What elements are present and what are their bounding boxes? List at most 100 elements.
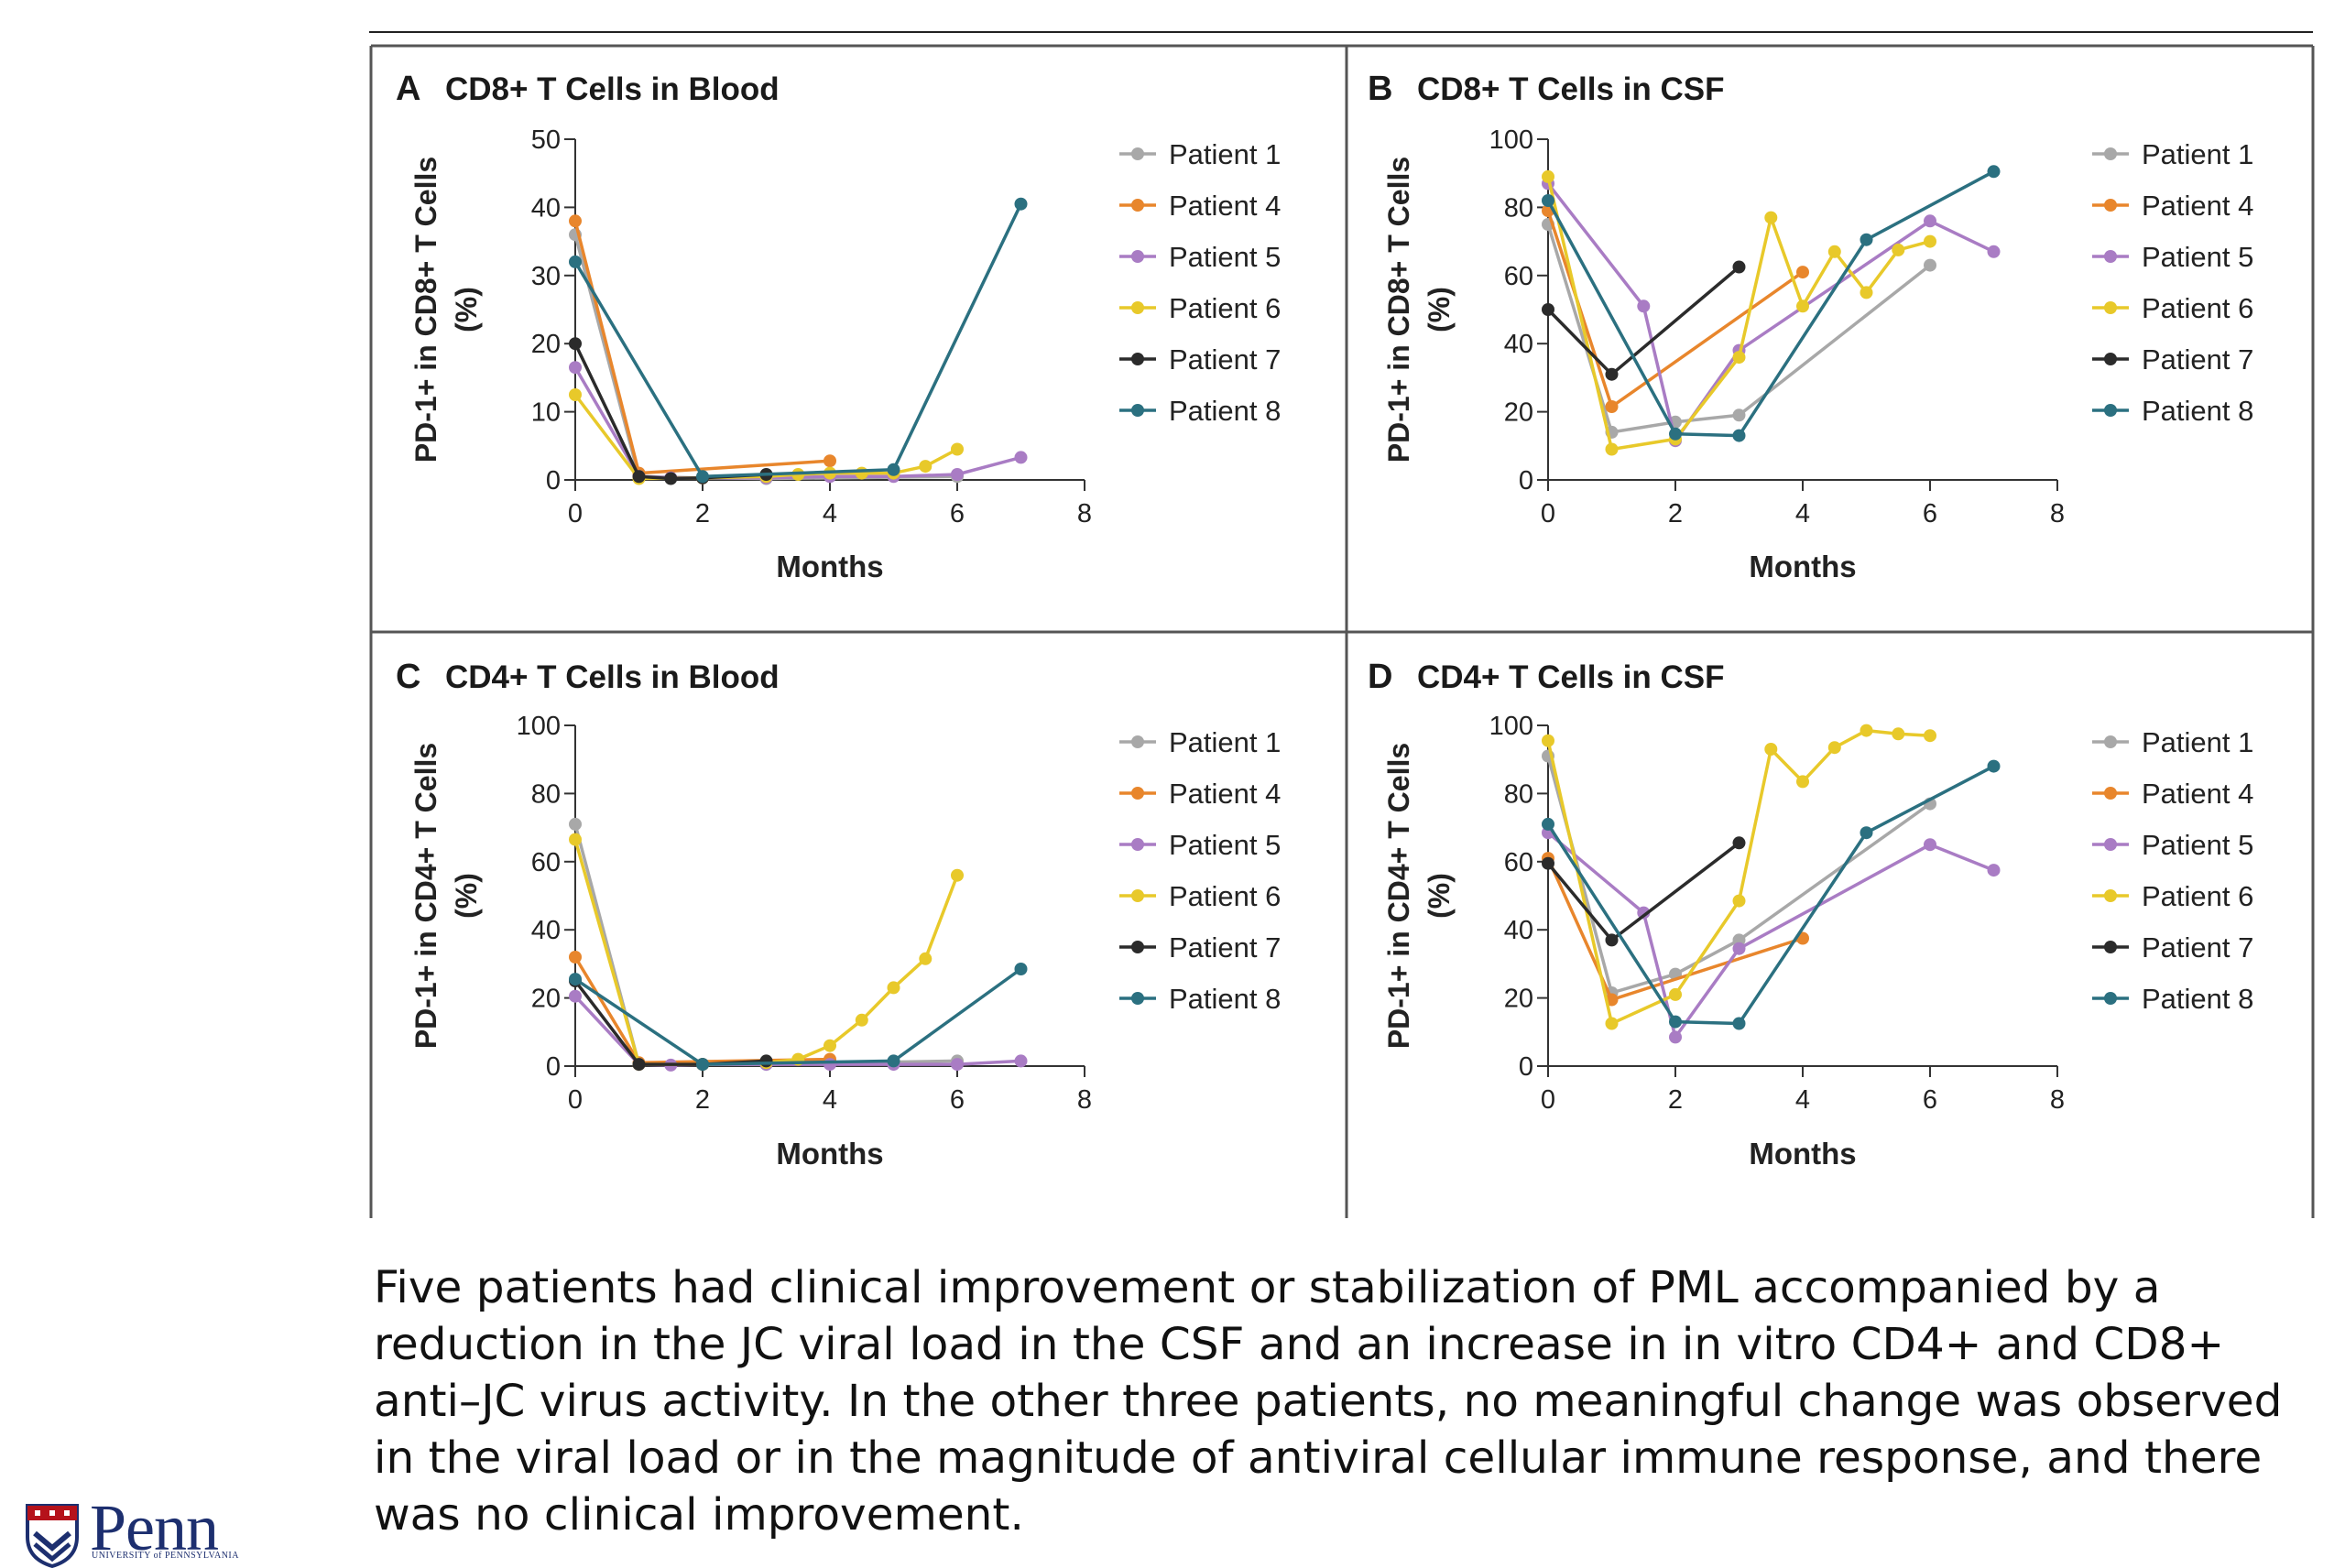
- panel-c-legend-marker-patient-4: [1131, 787, 1144, 800]
- panel-d-point-patient-7: [1542, 856, 1554, 870]
- panel-b-point-patient-6: [1542, 169, 1554, 183]
- panel-d-point-patient-5: [1924, 838, 1936, 852]
- panel-b-ytick-label: 100: [1489, 125, 1533, 155]
- figure-caption: Five patients had clinical improvement o…: [374, 1262, 2283, 1541]
- panel-c-legend-marker-patient-7: [1131, 941, 1144, 953]
- panel-c-point-patient-5: [569, 989, 582, 1003]
- panel-d-ytick-label: 100: [1489, 712, 1533, 741]
- panel-b-legend-marker-patient-4: [2104, 199, 2117, 212]
- panel-d-point-patient-8: [1987, 759, 2001, 773]
- panel-c-point-patient-7: [632, 1058, 646, 1072]
- panel-c-xtick-label: 2: [695, 1085, 710, 1115]
- panel-c-ylabel-unit: (%): [450, 873, 483, 919]
- panel-b-point-patient-4: [1796, 266, 1809, 279]
- panel-c-xtick-label: 6: [950, 1085, 965, 1115]
- panel-a-point-patient-6: [919, 460, 933, 474]
- panel-c-point-patient-8: [1014, 963, 1028, 975]
- panel-b-xtick-label: 2: [1668, 499, 1683, 528]
- panel-d-point-patient-6: [1924, 729, 1936, 743]
- panel-d-point-patient-5: [1987, 864, 2001, 877]
- panel-b-line-patient-6: [1546, 176, 1931, 452]
- panel-d-point-patient-6: [1860, 724, 1873, 737]
- panel-b-ytick-label: 40: [1504, 330, 1533, 359]
- panel-c-xtick-label: 0: [568, 1085, 583, 1115]
- panel-a-ytick-label: 20: [531, 330, 561, 359]
- panel-a-point-patient-6: [569, 388, 582, 401]
- panel-b-legend-label-patient-4: Patient 4: [2142, 190, 2253, 222]
- panel-c-point-patient-6: [919, 952, 933, 965]
- panel-d-point-patient-6: [1605, 1017, 1619, 1030]
- panel-c-point-patient-5: [823, 1058, 836, 1072]
- penn-shield-icon: [26, 1504, 79, 1568]
- panel-d-title: CD4+ T Cells in CSF: [1417, 659, 1725, 695]
- panel-b-ytick-label: 80: [1504, 193, 1533, 223]
- panel-b-point-patient-8: [1987, 165, 2001, 179]
- panel-a-xtick-label: 4: [823, 499, 837, 528]
- panel-d-ylabel: PD-1+ in CD4+ T Cells: [1382, 743, 1415, 1049]
- panel-a-ylabel-unit: (%): [450, 287, 483, 332]
- panel-a-legend-label-patient-6: Patient 6: [1169, 292, 1281, 324]
- panel-c-point-patient-6: [887, 981, 900, 995]
- panel-a-xtick-label: 0: [568, 499, 583, 528]
- panel-b-legend-marker-patient-7: [2104, 353, 2117, 365]
- panel-b-point-patient-8: [1542, 194, 1554, 207]
- panel-a-point-patient-8: [696, 470, 709, 484]
- panel-d-point-patient-6: [1796, 775, 1809, 789]
- panel-a-point-patient-7: [664, 472, 678, 485]
- panel-b-point-patient-4: [1605, 400, 1619, 413]
- panel-d-xlabel: Months: [1749, 1137, 1856, 1171]
- panel-c-line-patient-8: [574, 967, 1022, 1066]
- panel-d-letter: D: [1368, 658, 1392, 696]
- panel-d-point-patient-5: [1669, 1030, 1682, 1044]
- panel-b-point-patient-8: [1732, 429, 1746, 442]
- panel-b-legend-label-patient-1: Patient 1: [2142, 138, 2253, 170]
- panel-c-point-patient-8: [696, 1058, 709, 1072]
- panel-d-point-patient-7: [1732, 836, 1746, 850]
- panel-d-ytick-label: 80: [1504, 779, 1533, 809]
- panel-b-point-patient-7: [1605, 367, 1619, 381]
- panel-b-point-patient-6: [1892, 243, 1905, 256]
- panel-c-xlabel: Months: [776, 1137, 883, 1171]
- panel-a-point-patient-8: [569, 255, 582, 268]
- panel-d-point-patient-8: [1669, 1015, 1682, 1029]
- panel-d-legend-label-patient-8: Patient 8: [2142, 983, 2253, 1015]
- panel-b-xtick-label: 6: [1923, 499, 1937, 528]
- panel-c-ytick-label: 100: [517, 712, 561, 741]
- panel-a-point-patient-6: [855, 466, 868, 480]
- panel-a-xtick-label: 2: [695, 499, 710, 528]
- panel-c-point-patient-7: [759, 1054, 773, 1068]
- panel-c-point-patient-4: [569, 951, 582, 964]
- panel-c-line-patient-6: [573, 839, 959, 1066]
- panel-c-legend-marker-patient-8: [1131, 992, 1144, 1005]
- panel-a-legend-marker-patient-4: [1131, 199, 1144, 212]
- panel-c-ytick-label: 80: [531, 779, 561, 809]
- panel-b-point-patient-6: [1924, 234, 1936, 248]
- panel-a-line-patient-8: [573, 202, 1023, 479]
- panel-b-point-patient-5: [1637, 299, 1651, 313]
- panel-a-ytick-label: 30: [531, 262, 561, 291]
- panel-b-ytick-label: 0: [1519, 466, 1533, 495]
- panel-b-point-patient-8: [1860, 233, 1873, 246]
- panel-c-ytick-label: 20: [531, 985, 561, 1014]
- panel-b-letter: B: [1368, 70, 1392, 108]
- panel-b-ytick-label: 60: [1504, 262, 1533, 291]
- panel-c-legend-marker-patient-1: [1131, 735, 1144, 748]
- panel-a-point-patient-7: [632, 470, 646, 484]
- panel-c-point-patient-5: [1014, 1054, 1028, 1068]
- panel-c-legend-label-patient-1: Patient 1: [1169, 726, 1281, 758]
- panel-c-point-patient-8: [569, 973, 582, 986]
- panel-c-point-patient-8: [887, 1054, 900, 1068]
- panel-b-point-patient-7: [1732, 260, 1746, 274]
- panel-b-ylabel: PD-1+ in CD8+ T Cells: [1382, 157, 1415, 463]
- panel-b-point-patient-5: [1924, 214, 1936, 228]
- panel-b-point-patient-6: [1827, 245, 1841, 258]
- panel-d-line-patient-5: [1546, 831, 1995, 1040]
- panel-d-legend-marker-patient-7: [2104, 941, 2117, 953]
- panel-b-legend-marker-patient-8: [2104, 404, 2117, 417]
- panel-a-point-patient-4: [569, 214, 582, 228]
- panel-a-point-patient-5: [1014, 451, 1028, 464]
- panel-c-ytick-label: 0: [546, 1052, 561, 1082]
- panel-a-point-patient-5: [569, 361, 582, 375]
- panel-c-point-patient-6: [951, 868, 964, 882]
- panel-d-point-patient-7: [1605, 933, 1619, 947]
